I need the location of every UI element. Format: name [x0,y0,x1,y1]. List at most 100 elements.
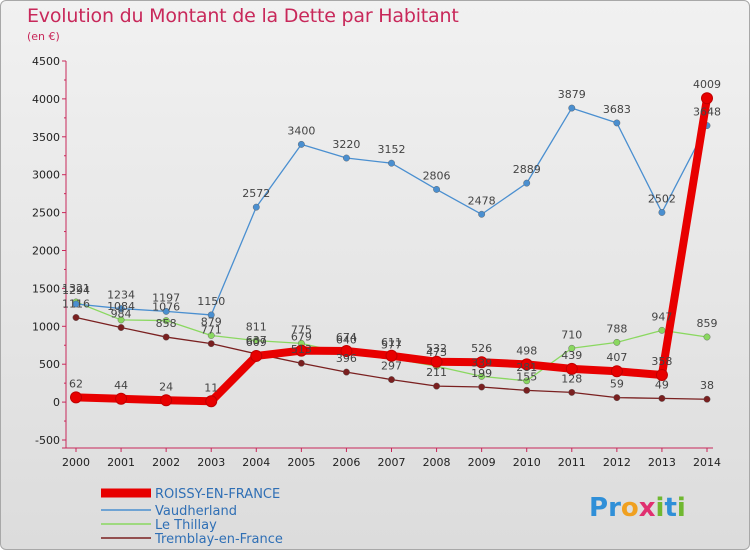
data-point [252,203,260,211]
data-label: 984 [111,308,132,321]
data-point [162,333,170,341]
data-point [295,344,308,357]
data-label: 38 [700,379,714,392]
data-label: 396 [336,352,357,365]
legend-label: ROISSY-EN-FRANCE [155,487,280,502]
data-label: 4009 [693,78,721,91]
data-point [703,395,711,403]
data-label: 3648 [693,106,721,119]
data-point [115,392,128,405]
data-point [568,104,576,112]
legend-label: Tremblay-en-France [154,532,283,547]
data-label: 577 [381,338,402,351]
data-label: 640 [336,334,357,347]
data-point [297,140,305,148]
logo-letter: r [608,493,621,523]
data-label: 710 [561,328,582,341]
data-label: 513 [291,343,312,356]
data-label: 44 [114,379,128,392]
logo-letter: o [620,493,639,523]
data-point [340,345,353,358]
data-label: 59 [610,378,624,391]
y-tick-label: -500 [35,434,60,447]
data-label: 1150 [197,295,225,308]
data-point [568,388,576,396]
data-label: 339 [471,356,492,369]
y-tick-label: 1500 [32,282,60,295]
data-label: 2572 [242,187,270,200]
data-label: 2478 [468,194,496,207]
data-label: 859 [697,317,718,330]
data-point [478,373,486,380]
data-point [658,326,666,334]
x-tick-label: 2004 [242,456,270,469]
data-point [250,349,263,362]
series-line-vaudherland [75,107,708,316]
data-label: 2502 [648,192,676,205]
data-point [655,368,668,381]
legend-label: Vaudherland [155,504,237,519]
data-point [117,316,125,324]
logo-letter: i [676,493,686,523]
data-label: 2889 [513,163,541,176]
data-point [162,307,170,315]
data-point [433,382,440,390]
data-point [207,311,215,319]
data-label: 281 [516,361,537,374]
data-label: 526 [471,342,492,355]
data-point [160,394,173,407]
data-point [658,394,666,402]
data-point [613,338,621,346]
x-tick-label: 2009 [468,456,496,469]
data-label: 1076 [152,301,180,314]
logo-letter: i [655,493,665,523]
data-point [388,376,395,383]
data-point [252,337,260,345]
data-label: 679 [291,331,312,344]
data-label: 62 [69,377,83,390]
data-label: 439 [561,349,582,362]
data-point [430,355,443,368]
y-tick-label: 3000 [32,169,60,182]
data-label: 611 [381,336,402,349]
data-point [613,394,621,402]
data-label: 407 [606,351,627,364]
x-tick-label: 2001 [107,456,135,469]
data-point [162,317,170,324]
logo-letter: t [664,493,677,523]
data-point [478,383,486,391]
data-label: 532 [426,342,447,355]
data-point [565,362,578,375]
data-point [385,349,398,362]
data-label: 637 [246,334,267,347]
x-tick-label: 2005 [287,456,315,469]
y-tick-label: 2000 [32,245,60,258]
data-point [478,210,486,218]
data-point [568,344,576,352]
data-point [207,340,215,348]
x-tick-label: 2006 [332,456,360,469]
data-label: 199 [471,367,492,380]
x-tick-label: 2008 [423,456,451,469]
data-label: 674 [336,331,357,344]
data-point [205,395,218,408]
data-point [475,356,488,369]
data-label: 211 [426,366,447,379]
data-label: 1116 [62,298,90,311]
data-label: 498 [516,344,537,357]
data-point [343,154,350,162]
data-point [703,333,711,341]
x-tick-label: 2003 [197,456,225,469]
data-label: 473 [426,346,447,359]
data-point [72,314,80,321]
data-label: 947 [651,310,672,323]
y-tick-label: 4500 [32,55,60,68]
y-tick-label: 4000 [32,93,60,106]
data-label: 775 [291,323,312,336]
data-label: 879 [201,315,222,328]
data-point [70,391,82,404]
data-label: 3683 [603,103,631,116]
x-tick-label: 2013 [648,456,676,469]
unit-label: (en €) [27,30,60,43]
data-label: 811 [246,321,267,334]
